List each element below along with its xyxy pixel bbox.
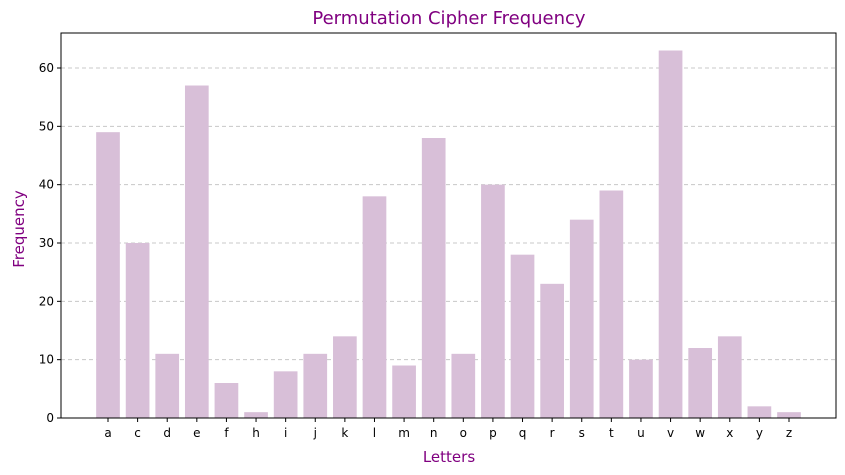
bar-i <box>273 371 298 418</box>
bars <box>96 50 801 418</box>
x-tick-label-j: j <box>313 426 317 440</box>
x-tick-label-x: x <box>726 426 733 440</box>
x-tick-label-n: n <box>430 426 438 440</box>
x-tick-label-l: l <box>373 426 376 440</box>
bar-w <box>688 348 713 418</box>
bar-u <box>629 359 653 418</box>
bar-z <box>777 412 801 418</box>
x-axis-label: Letters <box>423 448 475 466</box>
bar-f <box>214 383 239 418</box>
bar-r <box>540 283 564 418</box>
x-tick-label-t: t <box>609 426 614 440</box>
y-tick-label: 50 <box>39 119 54 133</box>
gridlines <box>61 67 836 361</box>
x-tick-label-h: h <box>252 426 260 440</box>
x-tick-label-e: e <box>193 426 200 440</box>
y-tick-label: 0 <box>46 411 54 425</box>
bar-s <box>569 219 594 418</box>
bar-q <box>510 254 535 418</box>
bar-j <box>303 353 328 418</box>
x-tick-label-v: v <box>667 426 674 440</box>
y-tick-label: 30 <box>39 236 54 250</box>
x-tick-label-o: o <box>460 426 467 440</box>
x-tick-label-r: r <box>550 426 555 440</box>
y-tick-label: 10 <box>39 353 54 367</box>
x-tick-label-w: w <box>695 426 705 440</box>
x-tick-label-c: c <box>134 426 141 440</box>
x-tick-label-p: p <box>489 426 497 440</box>
bar-m <box>392 365 416 418</box>
bar-o <box>451 353 476 418</box>
x-tick-label-d: d <box>163 426 171 440</box>
x-tick-label-q: q <box>519 426 527 440</box>
bar-k <box>333 336 357 418</box>
y-tick-label: 60 <box>39 61 54 75</box>
x-tick-label-k: k <box>341 426 348 440</box>
bar-c <box>125 243 150 418</box>
bar-t <box>599 190 624 418</box>
x-tick-label-z: z <box>786 426 792 440</box>
bar-e <box>184 85 209 418</box>
chart-title: Permutation Cipher Frequency <box>312 8 586 29</box>
x-tick-label-m: m <box>398 426 410 440</box>
bar-h <box>244 412 268 418</box>
bar-p <box>481 184 505 418</box>
bar-n <box>421 138 446 418</box>
y-tick-label: 40 <box>39 178 54 192</box>
y-axis-ticks: 0 10 20 30 40 50 60 <box>39 61 61 425</box>
bar-y <box>747 406 772 418</box>
bar-l <box>362 196 387 418</box>
x-tick-label-s: s <box>579 426 585 440</box>
x-tick-label-f: f <box>224 426 229 440</box>
bar-d <box>155 353 180 418</box>
x-tick-label-a: a <box>104 426 111 440</box>
bar-a <box>96 132 120 418</box>
bar-x <box>717 336 742 418</box>
x-tick-label-i: i <box>284 426 287 440</box>
y-tick-label: 20 <box>39 294 54 308</box>
x-tick-label-u: u <box>637 426 645 440</box>
bar-v <box>658 50 683 418</box>
plot-frame <box>60 32 837 419</box>
x-tick-label-y: y <box>756 426 763 440</box>
y-axis-label: Frequency <box>10 190 28 268</box>
